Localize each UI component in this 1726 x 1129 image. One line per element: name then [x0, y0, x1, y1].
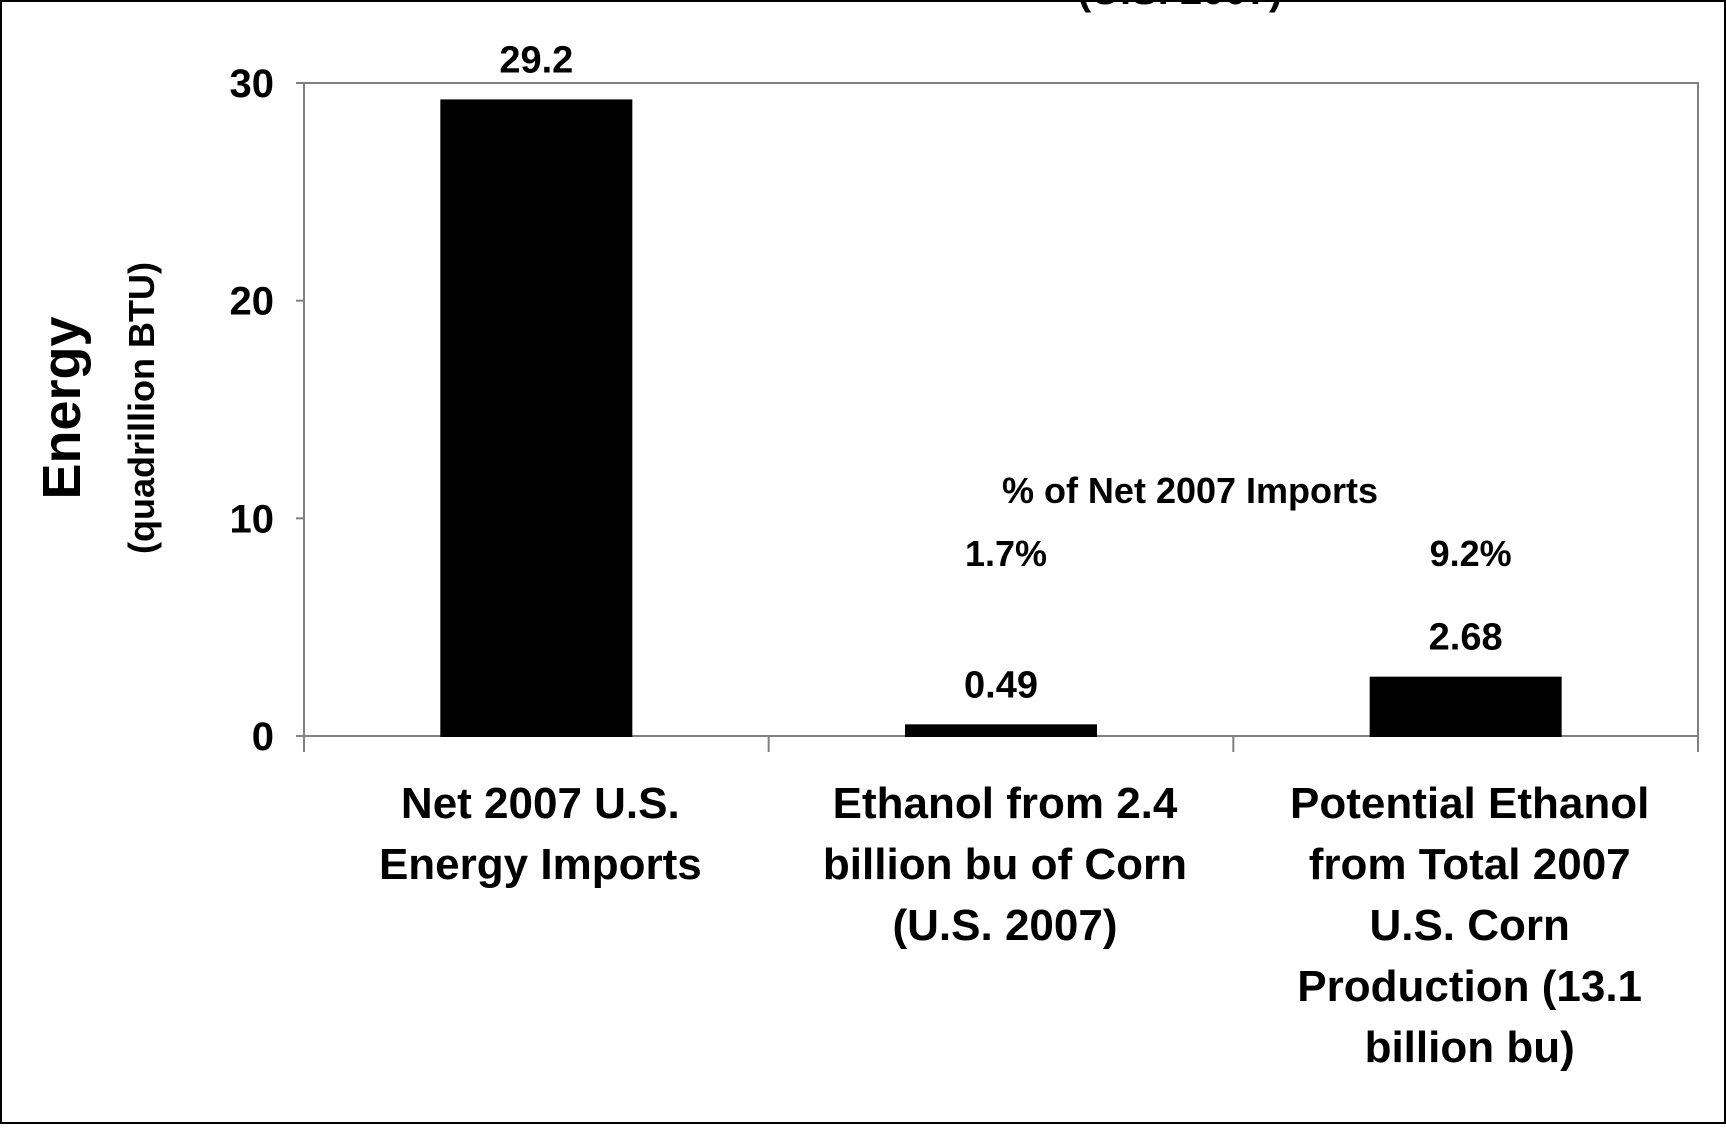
category-label-line: U.S. Corn [1369, 901, 1569, 950]
chart-title-fragment: (U.S. 2007) [1078, 0, 1283, 13]
value-labels: 29.2 0.49 2.68 [499, 39, 1502, 706]
percent-annotation: % of Net 2007 Imports 1.7% 9.2% [965, 470, 1512, 574]
category-label-line: (U.S. 2007) [893, 901, 1118, 950]
category-label-line: Ethanol from 2.4 [833, 779, 1178, 828]
percent-label: 1.7% [965, 533, 1047, 574]
bar-value-label: 0.49 [964, 664, 1038, 706]
category-label-line: from Total 2007 [1309, 840, 1631, 889]
percent-heading: % of Net 2007 Imports [1002, 470, 1378, 511]
y-tick-label: 10 [230, 497, 275, 541]
category-label-line: billion bu) [1365, 1023, 1575, 1072]
y-tick-label: 0 [252, 715, 274, 759]
category-labels: Net 2007 U.S. Energy Imports Ethanol from … [379, 779, 1649, 1072]
y-axis: 0 10 20 30 [230, 62, 304, 759]
y-axis-label: Energy [32, 316, 92, 499]
x-axis [303, 736, 1699, 752]
bar-value-label: 29.2 [499, 39, 573, 81]
bar [905, 724, 1097, 738]
category-label-line: Potential Ethanol [1290, 779, 1649, 828]
category-label-line: Production (13.1 [1297, 962, 1642, 1011]
y-tick-label: 30 [230, 62, 275, 106]
y-tick-label: 20 [230, 280, 275, 324]
bar-value-label: 2.68 [1429, 617, 1503, 659]
category-label-line: Net 2007 U.S. [401, 779, 680, 828]
percent-label: 9.2% [1430, 533, 1512, 574]
bar [440, 99, 633, 737]
y-axis-sublabel: (quadrillion BTU) [121, 262, 162, 554]
bar [1369, 676, 1562, 738]
category-label-line: billion bu of Corn [823, 840, 1187, 889]
bars [440, 99, 1562, 738]
category-label-line: Energy Imports [379, 840, 702, 889]
y-axis-title: Energy (quadrillion BTU) [32, 262, 162, 554]
